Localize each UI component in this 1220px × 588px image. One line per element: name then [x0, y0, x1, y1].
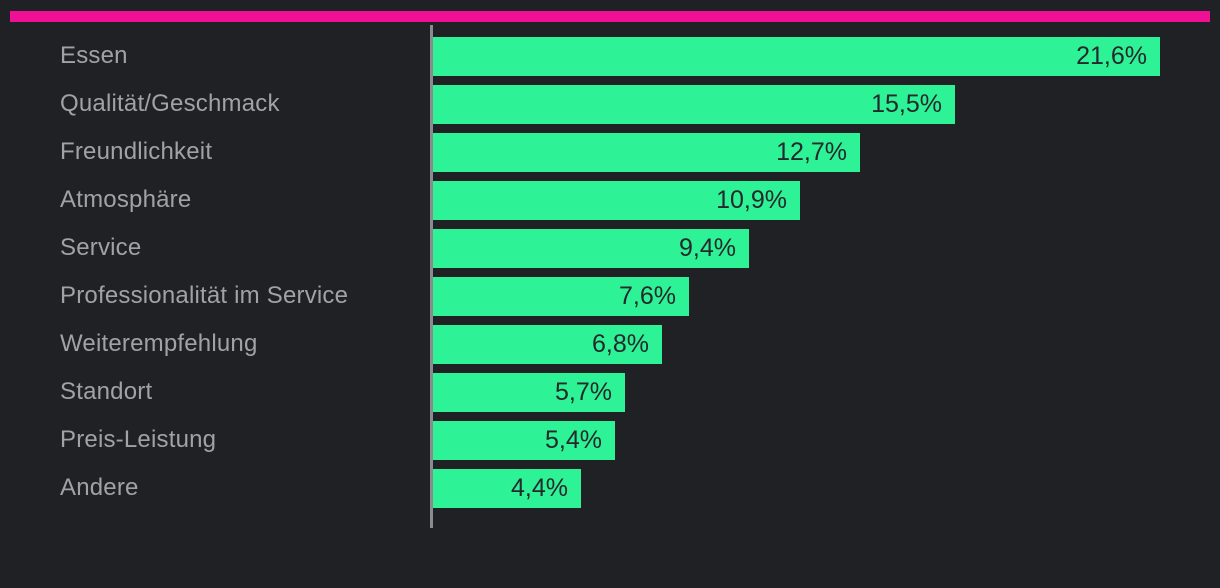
chart-row: Professionalität im Service 7,6% [0, 272, 1220, 320]
value-label: 10,9% [716, 185, 787, 214]
chart-row: Freundlichkeit 12,7% [0, 128, 1220, 176]
chart-rows: Essen 21,6% Qualität/Geschmack 15,5% Freundl… [0, 32, 1220, 512]
chart-row: Standort 5,7% [0, 368, 1220, 416]
chart-row: Atmosphäre 10,9% [0, 176, 1220, 224]
bar: 6,8% [433, 324, 662, 364]
value-label: 12,7% [776, 137, 847, 166]
category-label: Weiterempfehlung [60, 330, 258, 357]
chart-row: Service 9,4% [0, 224, 1220, 272]
chart-row: Weiterempfehlung 6,8% [0, 320, 1220, 368]
value-label: 4,4% [511, 473, 568, 502]
top-accent-bar [10, 11, 1210, 22]
category-label: Essen [60, 42, 128, 69]
category-label: Freundlichkeit [60, 138, 213, 165]
bar: 15,5% [433, 84, 955, 124]
chart-row: Qualität/Geschmack 15,5% [0, 80, 1220, 128]
value-label: 7,6% [619, 281, 676, 310]
bar: 5,7% [433, 372, 625, 412]
bar: 10,9% [433, 180, 800, 220]
bar: 21,6% [433, 36, 1160, 76]
category-label: Andere [60, 474, 139, 501]
bar: 4,4% [433, 468, 581, 508]
category-label: Service [60, 234, 142, 261]
value-label: 9,4% [679, 233, 736, 262]
bar: 7,6% [433, 276, 689, 316]
category-label: Qualität/Geschmack [60, 90, 280, 117]
category-label: Standort [60, 378, 153, 405]
bar: 5,4% [433, 420, 615, 460]
value-label: 15,5% [871, 89, 942, 118]
category-label: Atmosphäre [60, 186, 192, 213]
chart-row: Andere 4,4% [0, 464, 1220, 512]
value-label: 5,7% [555, 377, 612, 406]
category-label: Professionalität im Service [60, 282, 349, 309]
category-label: Preis-Leistung [60, 426, 217, 453]
value-label: 5,4% [545, 425, 602, 454]
value-label: 21,6% [1076, 41, 1147, 70]
bar: 12,7% [433, 132, 860, 172]
bar: 9,4% [433, 228, 749, 268]
y-axis-line [430, 25, 433, 528]
chart-row: Preis-Leistung 5,4% [0, 416, 1220, 464]
chart-row: Essen 21,6% [0, 32, 1220, 80]
value-label: 6,8% [592, 329, 649, 358]
